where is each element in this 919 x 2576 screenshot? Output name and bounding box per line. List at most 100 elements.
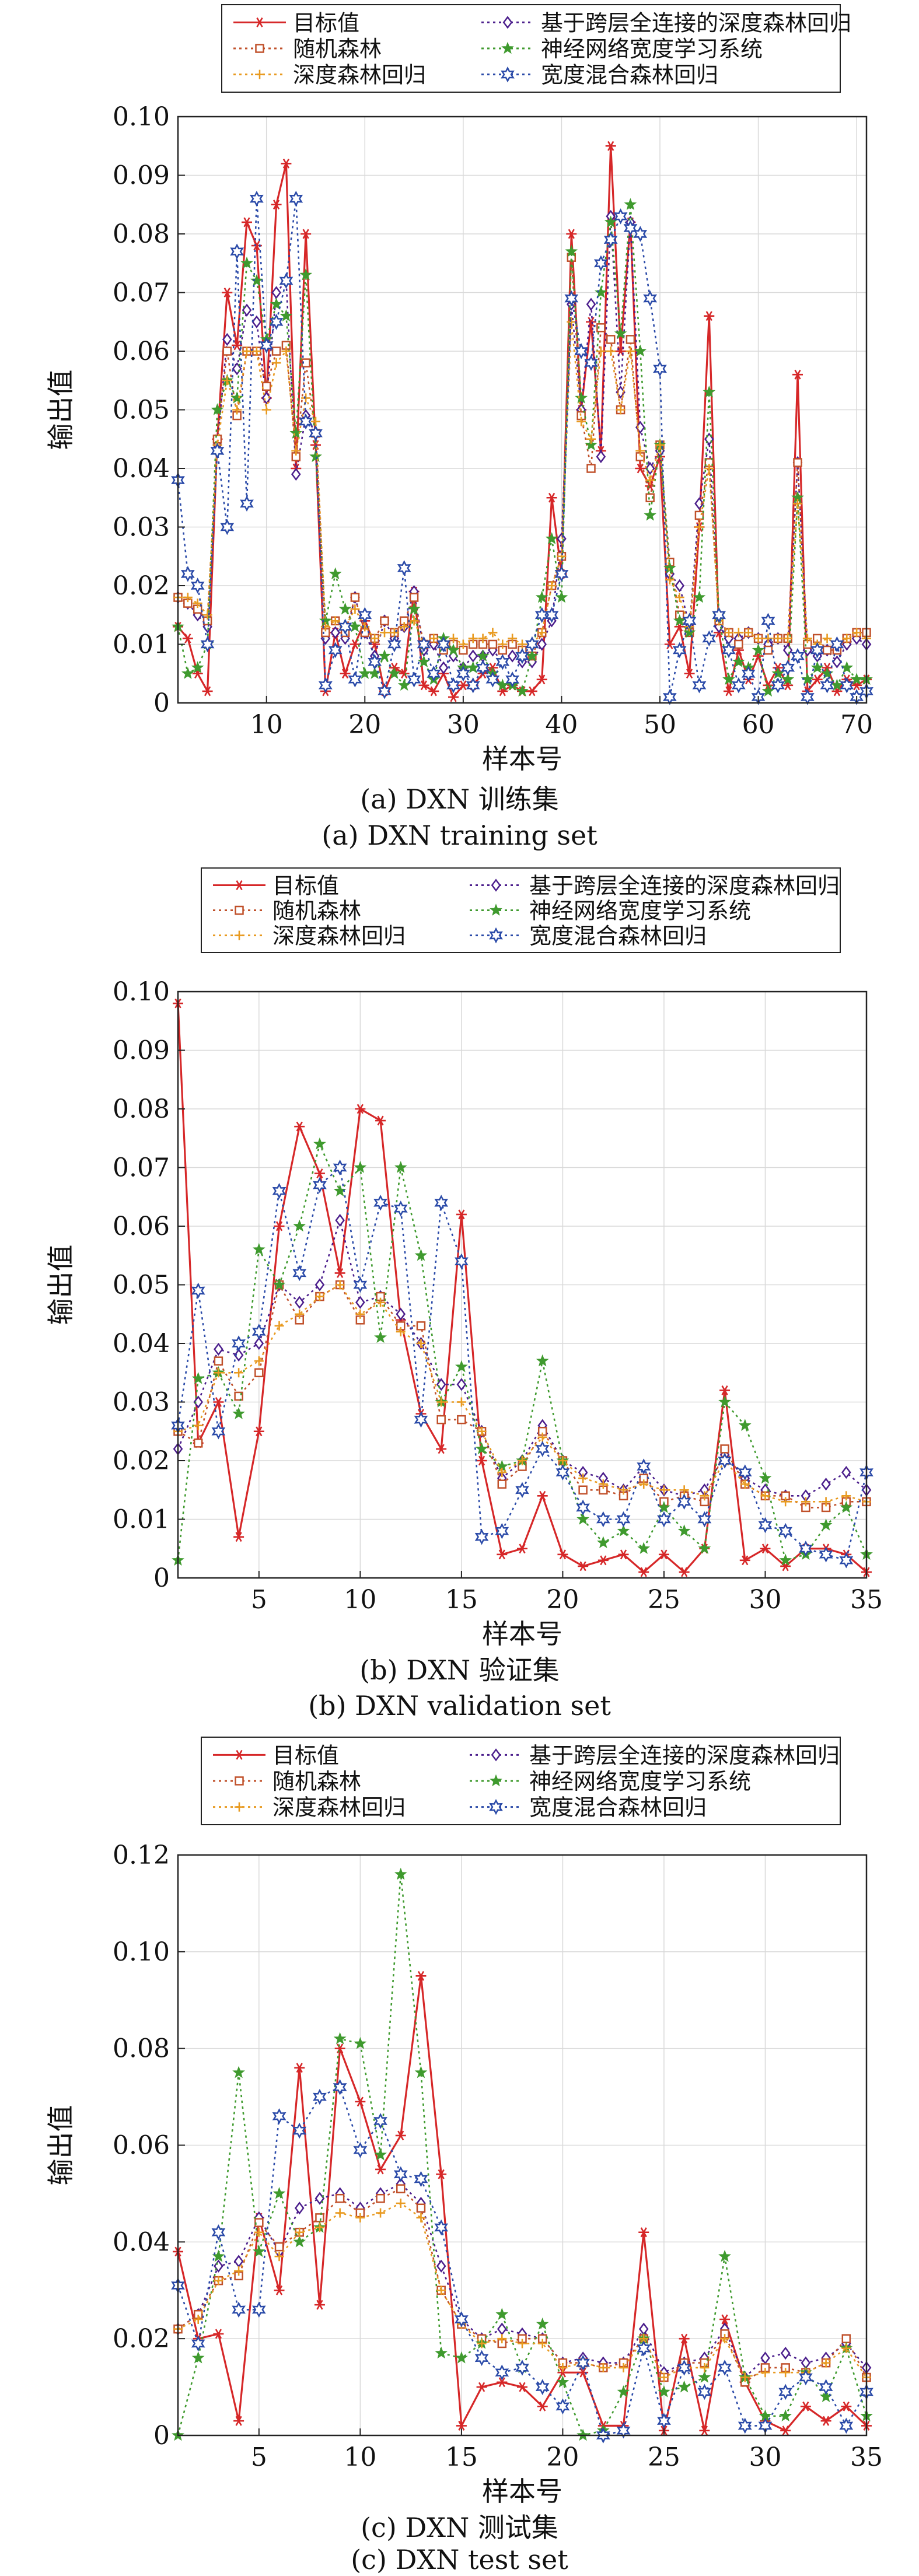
data-point [299, 413, 313, 430]
data-point [202, 610, 212, 620]
caption-en: (c) DXN test set [351, 2544, 568, 2575]
data-point [191, 1282, 205, 1299]
data-point [645, 493, 655, 502]
legend-label: 基于跨层全连接的深度森林回归 [541, 10, 851, 36]
data-point [556, 2375, 569, 2388]
data-point [389, 628, 399, 638]
legend-marker [502, 16, 513, 29]
data-point [338, 618, 352, 635]
series-line [177, 2086, 868, 2437]
data-point [734, 639, 743, 649]
data-point [214, 2276, 223, 2286]
data-point [300, 229, 312, 239]
data-point [315, 2222, 324, 2232]
data-point [616, 405, 626, 415]
data-point [252, 2245, 265, 2258]
data-point [841, 2343, 851, 2353]
validation-chart: 5 10 15 20 25 30 35 0 0.01 0.02 0.03 0.04 0.05 0.06 0.… [45, 867, 883, 1650]
y-tick-label: 0 [153, 1563, 170, 1593]
x-tick-label: 20 [546, 2442, 579, 2472]
data-point [497, 2322, 507, 2336]
data-point [274, 2242, 284, 2252]
legend-item: 随机森林 [213, 1769, 361, 1794]
data-point [820, 667, 834, 679]
data-point [232, 1407, 245, 1419]
data-point [497, 2334, 507, 2344]
data-point [289, 426, 303, 439]
data-point [743, 628, 753, 638]
data-point [617, 2385, 630, 2398]
series-2 [173, 209, 872, 674]
data-point [763, 645, 773, 655]
data-point [488, 639, 498, 649]
data-point [375, 2164, 386, 2175]
data-point [497, 2377, 508, 2388]
data-point [842, 634, 852, 643]
data-point [840, 1500, 853, 1513]
data-point [333, 2079, 347, 2095]
data-point [682, 612, 697, 629]
data-point [414, 2171, 428, 2188]
y-tick-label: 0.10 [113, 102, 170, 132]
data-point [593, 255, 608, 272]
data-point [434, 2219, 449, 2236]
caption-cn: (c) DXN 测试集 [361, 2512, 558, 2543]
data-point [240, 495, 254, 512]
data-point [619, 1485, 628, 1495]
data-point [202, 686, 213, 696]
data-point [537, 638, 547, 651]
series-group [171, 141, 873, 705]
y-tick-label: 0.02 [113, 1446, 170, 1476]
y-tick-label: 0.08 [113, 219, 170, 249]
data-point [272, 1278, 286, 1290]
data-point [576, 1499, 590, 1516]
data-point [740, 2372, 750, 2382]
legend-box [221, 4, 841, 93]
data-point [659, 1485, 669, 1495]
data-point [468, 634, 478, 643]
data-point [507, 649, 518, 663]
data-point [546, 492, 557, 503]
data-point [474, 1528, 489, 1545]
data-point [274, 2252, 284, 2262]
data-point [740, 1479, 750, 1489]
y-tick-label: 0.05 [113, 1270, 170, 1300]
data-point [211, 1423, 226, 1440]
data-point [819, 2379, 833, 2395]
data-point [800, 2401, 811, 2412]
caption-cn: (b) DXN 验证集 [359, 1654, 560, 1686]
data-point [840, 677, 854, 694]
data-point [466, 677, 480, 694]
data-point [399, 622, 409, 632]
data-point [376, 1297, 386, 1307]
data-point [841, 2401, 852, 2412]
data-point [376, 2193, 385, 2203]
data-point [242, 217, 252, 228]
data-point [495, 653, 510, 670]
data-point [720, 2334, 730, 2344]
x-tick-label: 30 [447, 710, 480, 740]
legend-item: 随机森林 [213, 898, 361, 924]
series-line [177, 198, 867, 700]
data-point [330, 626, 341, 639]
data-point [374, 1331, 387, 1343]
data-point [801, 673, 814, 685]
data-point [416, 1321, 426, 1331]
data-point [658, 2385, 670, 2398]
data-point [397, 678, 411, 691]
data-point [455, 2351, 468, 2364]
data-point [718, 1452, 732, 1469]
data-point [233, 2416, 244, 2426]
data-point [604, 215, 617, 228]
data-point [222, 376, 232, 386]
data-point [409, 616, 419, 626]
legend-label: 神经网络宽度学习系统 [529, 898, 751, 924]
data-point [183, 593, 193, 603]
legend-item: 深度森林回归 [213, 923, 406, 949]
data-point [779, 2409, 792, 2422]
y-tick-label: 0.03 [113, 1388, 170, 1418]
data-point [700, 1491, 710, 1501]
data-point [232, 2301, 246, 2318]
y-tick-label: 0.04 [113, 1329, 170, 1359]
